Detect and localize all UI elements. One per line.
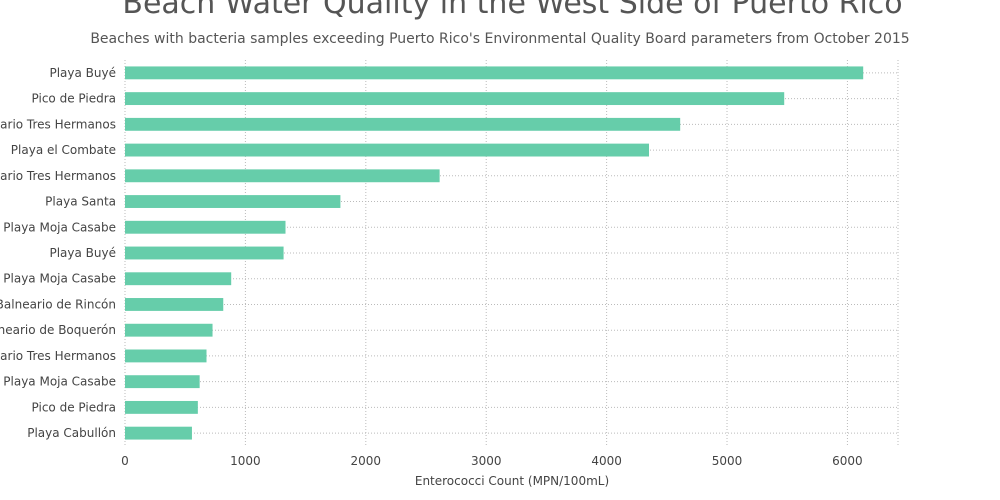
y-tick-label: Playa Santa xyxy=(45,195,116,209)
x-tick-label: 1000 xyxy=(230,454,261,468)
x-tick-label: 3000 xyxy=(471,454,502,468)
x-axis-tick-labels: 0 1000 2000 3000 4000 5000 6000 xyxy=(121,454,863,468)
bar xyxy=(125,220,286,234)
bars xyxy=(125,66,864,440)
chart-subtitle: Beaches with bacteria samples exceeding … xyxy=(90,31,910,47)
bar xyxy=(125,375,200,389)
bar xyxy=(125,400,198,414)
x-tick-label: 0 xyxy=(121,454,129,468)
y-tick-label: Playa Buyé xyxy=(49,66,116,80)
bar xyxy=(125,323,213,337)
bar xyxy=(125,298,224,311)
bar xyxy=(125,66,864,80)
bar xyxy=(125,426,192,440)
y-tick-label: Balneario Tres Hermanos xyxy=(0,169,116,183)
y-tick-label: Balneario Tres Hermanos xyxy=(0,117,116,131)
x-tick-label: 5000 xyxy=(712,454,743,468)
bar xyxy=(125,349,207,363)
y-tick-label: Playa Cabullón xyxy=(27,426,116,440)
bar xyxy=(125,143,650,157)
bar xyxy=(125,246,284,260)
bar xyxy=(125,92,785,106)
x-tick-label: 6000 xyxy=(832,454,863,468)
bar xyxy=(125,169,440,183)
y-tick-label: Playa el Combate xyxy=(11,143,116,157)
x-tick-label: 2000 xyxy=(351,454,382,468)
x-axis-title: Enterococci Count (MPN/100mL) xyxy=(415,474,609,488)
y-tick-label: Balneario de Rincón xyxy=(0,297,116,311)
y-tick-label: Pico de Piedra xyxy=(32,400,116,414)
x-tick-label: 4000 xyxy=(591,454,622,468)
bar xyxy=(125,272,232,286)
y-tick-label: Playa Moja Casabe xyxy=(3,220,116,234)
y-tick-label: Playa Moja Casabe xyxy=(3,272,116,286)
chart-title: Beach Water Quality in the West Side of … xyxy=(122,0,903,21)
bar xyxy=(125,117,681,131)
y-tick-label: Balneario de Boquerón xyxy=(0,323,116,337)
y-tick-label: Pico de Piedra xyxy=(32,92,116,106)
y-tick-label: Playa Moja Casabe xyxy=(3,375,116,389)
y-tick-label: Balneario Tres Hermanos xyxy=(0,349,116,363)
y-tick-label: Playa Buyé xyxy=(49,246,116,260)
y-axis-tick-labels: Playa Buyé Pico de Piedra Balneario Tres H… xyxy=(0,66,116,440)
bar xyxy=(125,195,341,208)
